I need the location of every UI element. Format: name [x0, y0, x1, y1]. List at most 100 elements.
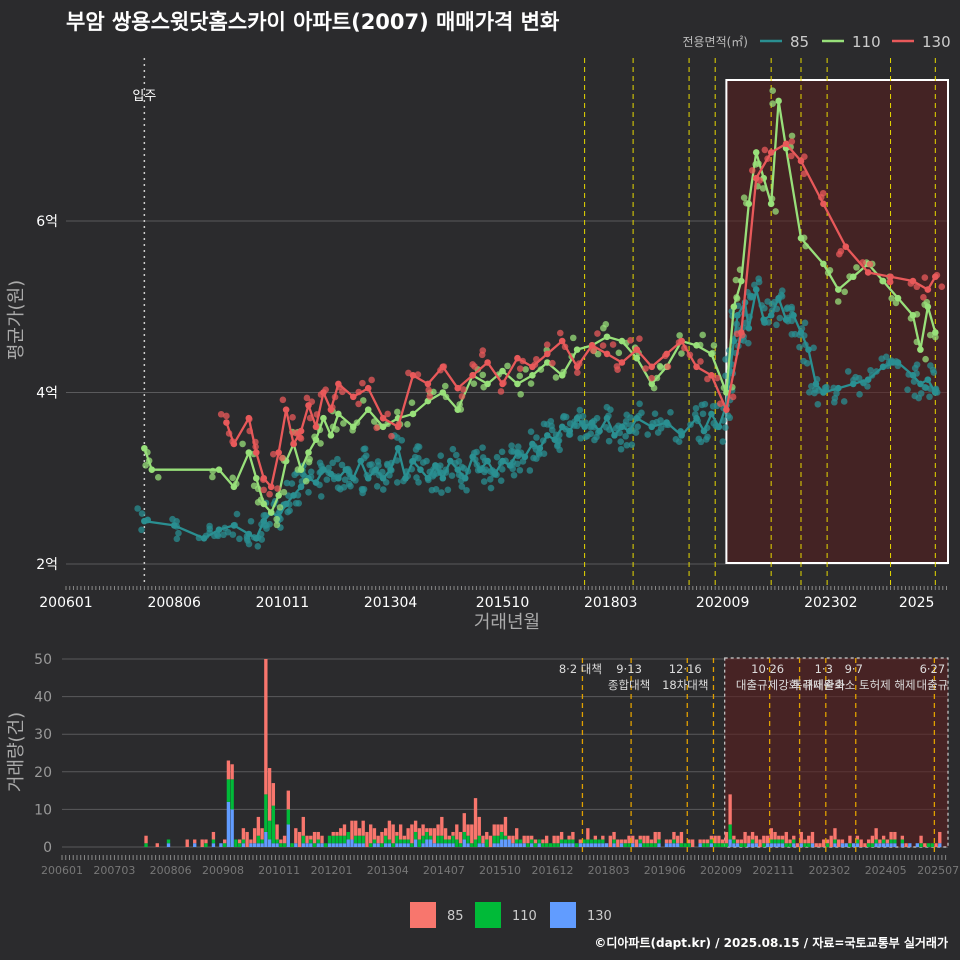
- volume-bar: [354, 820, 358, 836]
- data-point: [423, 457, 430, 465]
- data-point: [516, 466, 524, 474]
- data-point: [138, 526, 145, 534]
- volume-bar: [608, 835, 612, 847]
- volume-bar: [331, 843, 335, 847]
- volume-bar: [342, 835, 347, 844]
- volume-bar: [406, 828, 410, 840]
- data-point: [693, 363, 700, 371]
- data-point: [603, 350, 611, 358]
- data-point: [618, 337, 626, 345]
- volume-bar: [443, 839, 448, 844]
- volume-bar: [496, 835, 500, 844]
- data-point: [245, 414, 253, 422]
- volume-bar: [144, 843, 148, 847]
- data-point: [767, 312, 775, 319]
- data-point: [627, 414, 634, 421]
- volume-bar: [728, 794, 732, 825]
- volume-bar: [380, 843, 384, 847]
- volume-bar: [743, 831, 747, 844]
- series-line-110: [143, 99, 937, 514]
- volume-bar: [926, 843, 931, 847]
- data-point: [701, 400, 709, 408]
- volume-bar: [735, 843, 740, 847]
- data-point: [285, 492, 292, 500]
- volume-bar: [500, 831, 504, 840]
- data-point: [761, 146, 769, 154]
- data-point: [617, 445, 625, 453]
- volume-bar: [327, 843, 332, 847]
- volume-bar: [226, 760, 231, 780]
- data-point: [476, 466, 484, 473]
- y-axis-title: 평균가(원): [6, 280, 27, 360]
- bar-x-tick-label: 201201: [311, 864, 353, 877]
- data-point: [791, 330, 799, 338]
- volume-bar: [900, 835, 905, 840]
- data-point: [752, 174, 760, 182]
- bar-y-tick-label: 40: [34, 690, 52, 706]
- volume-bar: [866, 839, 871, 844]
- data-point: [516, 372, 524, 380]
- data-point: [596, 427, 603, 435]
- data-point: [917, 380, 924, 388]
- volume-bar: [833, 839, 837, 844]
- data-point: [223, 412, 230, 420]
- volume-bar: [852, 843, 856, 847]
- data-point: [723, 406, 730, 413]
- bar-x-tick-label: 201612: [531, 864, 573, 877]
- volume-bar: [889, 839, 893, 844]
- data-point: [767, 200, 775, 208]
- volume-bar: [488, 835, 493, 847]
- data-point: [576, 406, 584, 414]
- data-point: [814, 400, 822, 408]
- data-point: [289, 414, 296, 421]
- volume-bar: [874, 839, 878, 844]
- volume-bar: [339, 835, 343, 844]
- data-point: [491, 470, 499, 478]
- data-point: [360, 445, 368, 453]
- data-point: [230, 440, 238, 448]
- volume-bar: [780, 839, 785, 844]
- data-point: [508, 442, 515, 450]
- data-point: [810, 344, 817, 352]
- volume-bar: [252, 828, 257, 844]
- volume-bar: [500, 824, 504, 832]
- data-point: [788, 317, 796, 325]
- volume-bar: [316, 831, 320, 840]
- data-point: [355, 400, 362, 408]
- data-point: [438, 489, 445, 496]
- volume-bar: [312, 831, 317, 844]
- volume-bar: [477, 816, 481, 836]
- data-point: [449, 445, 457, 453]
- data-point: [320, 389, 327, 396]
- volume-bar: [346, 839, 350, 847]
- data-point: [632, 429, 640, 436]
- volume-bar: [309, 839, 313, 844]
- x-tick-label: 201304: [364, 595, 418, 611]
- data-point: [797, 234, 805, 242]
- data-point: [479, 371, 487, 379]
- volume-bar: [923, 843, 927, 847]
- data-point: [611, 432, 618, 439]
- data-point: [478, 351, 486, 359]
- volume-bar: [724, 831, 729, 844]
- data-point: [409, 372, 417, 379]
- bar-y-tick-label: 30: [34, 727, 52, 743]
- data-point: [648, 380, 656, 388]
- data-point: [788, 306, 796, 313]
- data-point: [327, 406, 335, 413]
- data-point: [402, 474, 409, 482]
- data-point: [853, 264, 860, 271]
- volume-bar: [769, 843, 773, 847]
- policy-annotation: 대출규제강화: [736, 678, 800, 692]
- volume-bar: [619, 839, 624, 844]
- data-point: [775, 97, 782, 105]
- data-point: [327, 470, 335, 478]
- volume-bar: [526, 843, 530, 847]
- volume-bar: [354, 835, 358, 844]
- data-point: [134, 505, 141, 512]
- data-point: [835, 384, 842, 392]
- volume-bar: [702, 843, 706, 847]
- data-point: [141, 517, 148, 525]
- volume-bar: [657, 839, 661, 844]
